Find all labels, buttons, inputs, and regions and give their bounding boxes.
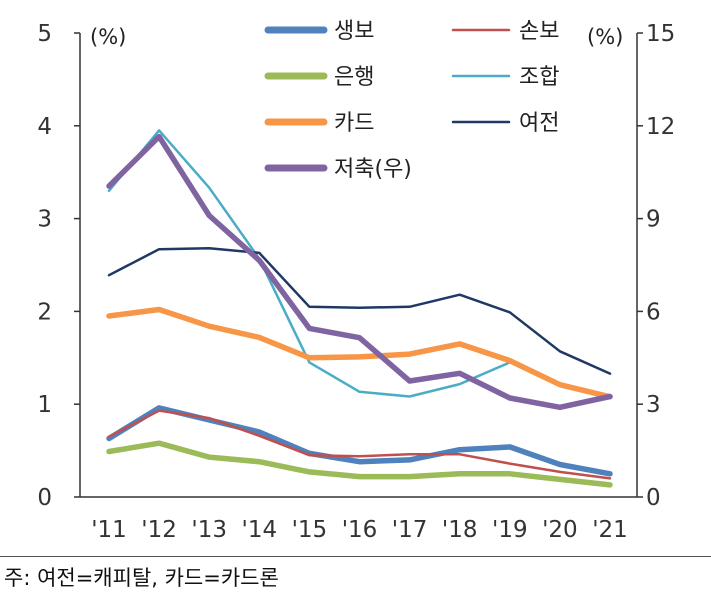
left-tick-label: 0 xyxy=(37,485,52,511)
legend-label-5: 카드 xyxy=(334,111,374,136)
right-tick-label: 15 xyxy=(646,21,675,47)
right-tick-label: 9 xyxy=(646,207,661,233)
x-tick-label: '21 xyxy=(592,517,628,543)
x-tick-label: '19 xyxy=(492,517,528,543)
x-tick-label: '13 xyxy=(191,517,227,543)
legend-label-2: 손보 xyxy=(519,19,559,44)
footnote: 주: 여전=캐피탈, 카드=카드론 xyxy=(4,566,279,590)
x-tick-label: '17 xyxy=(392,517,428,543)
footnote-divider xyxy=(0,556,711,557)
series-lines xyxy=(106,129,613,488)
x-tick-label: '20 xyxy=(542,517,578,543)
series-line-3 xyxy=(106,440,613,488)
right-tick-label: 0 xyxy=(646,485,661,511)
series-line-5 xyxy=(106,306,613,400)
x-ticks: '11 '12 '13 '14 '15 '16 '17 '18 '19 '20 '21 xyxy=(91,517,628,543)
legend-label-1: 생보 xyxy=(334,19,374,44)
right-y-ticks: 0 3 6 9 12 15 xyxy=(637,21,675,511)
x-tick-label: '12 xyxy=(141,517,177,543)
series-line-4 xyxy=(107,129,512,398)
left-tick-label: 5 xyxy=(37,21,52,47)
series-line-7 xyxy=(106,133,613,411)
legend-label-6: 여전 xyxy=(519,111,559,136)
right-y-unit: (%) xyxy=(587,25,623,49)
x-tick-label: '16 xyxy=(342,517,378,543)
left-tick-label: 3 xyxy=(37,207,52,233)
legend-label-3: 은행 xyxy=(334,65,374,90)
left-y-ticks: 0 1 2 3 4 5 xyxy=(37,21,80,511)
left-tick-label: 2 xyxy=(37,299,52,325)
legend-label-7: 저축(우) xyxy=(334,157,412,182)
left-tick-label: 4 xyxy=(37,114,52,140)
x-tick-label: '18 xyxy=(442,517,478,543)
left-y-unit: (%) xyxy=(90,25,126,49)
right-tick-label: 3 xyxy=(646,392,661,418)
x-tick-label: '14 xyxy=(242,517,278,543)
series-line-2 xyxy=(107,409,612,480)
x-tick-label: '11 xyxy=(91,517,127,543)
x-tick-label: '15 xyxy=(292,517,328,543)
right-tick-label: 6 xyxy=(646,299,661,325)
legend-label-4: 조합 xyxy=(519,65,559,90)
right-tick-label: 12 xyxy=(646,114,675,140)
left-tick-label: 1 xyxy=(37,392,52,418)
series-line-6 xyxy=(107,247,612,375)
series-line-1 xyxy=(106,405,613,477)
